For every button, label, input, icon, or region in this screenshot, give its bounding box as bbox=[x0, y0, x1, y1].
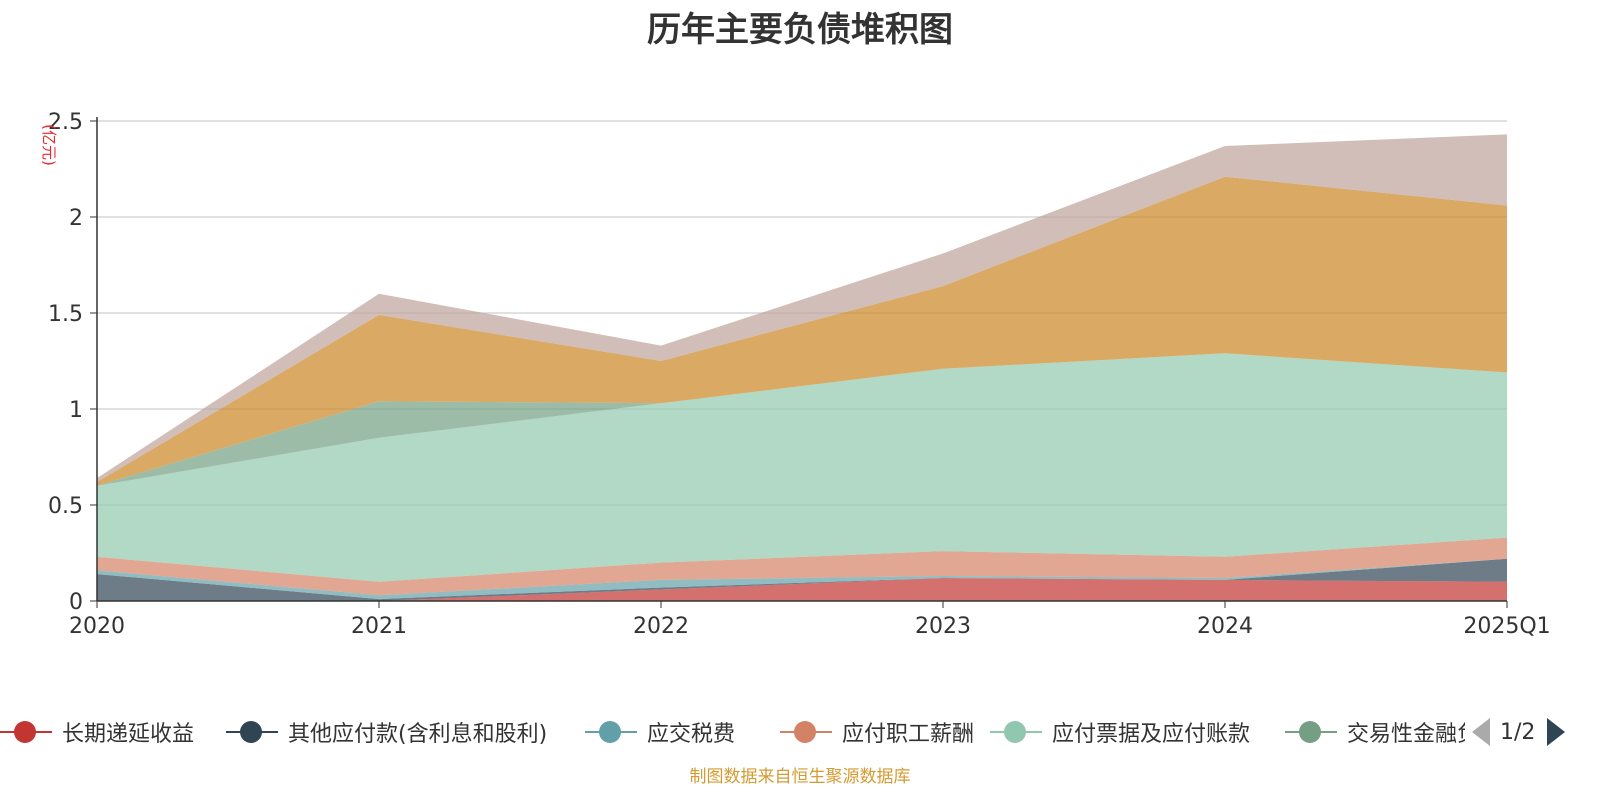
area-series-8 bbox=[97, 134, 1507, 482]
legend-page-indicator: 1/2 bbox=[1500, 719, 1536, 745]
y-axis-label: (亿元) bbox=[40, 124, 58, 166]
legend-label: 应付票据及应付账款 bbox=[1052, 722, 1251, 747]
legend-label: 其他应付款(含利息和股利) bbox=[288, 722, 548, 747]
legend-marker-icon bbox=[226, 719, 278, 745]
y-tick-label: 0 bbox=[69, 590, 83, 615]
area-series-6 bbox=[97, 353, 1507, 486]
x-tick-label: 2025Q1 bbox=[1463, 614, 1550, 639]
legend-next-page-icon[interactable] bbox=[1547, 718, 1566, 746]
x-tick-label: 2021 bbox=[351, 614, 407, 639]
source-note: 制图数据来自恒生聚源数据库 bbox=[689, 767, 911, 787]
legend-marker-icon bbox=[990, 719, 1042, 745]
chart-title: 历年主要负债堆积图 bbox=[647, 10, 953, 50]
y-tick-label: 1 bbox=[69, 398, 83, 423]
area-series-7 bbox=[97, 176, 1507, 486]
legend-marker-icon bbox=[780, 719, 832, 745]
legend-label: 长期递延收益 bbox=[62, 722, 195, 747]
area-series-4 bbox=[97, 537, 1507, 596]
area-series-5 bbox=[97, 353, 1507, 582]
chart-plot: 0 0.5 1 1.5 2 2.5 2020 2021 2022 2023 2024 2025Q1 (亿… bbox=[40, 110, 1551, 639]
x-tick-label: 2022 bbox=[633, 614, 689, 639]
legend-pager: 1/2 bbox=[1472, 712, 1566, 752]
legend: 长期递延收益 其他应付款(含利息和股利) 应交税费 应付职工薪酬 应付票据及应付账款 交易… bbox=[0, 712, 1600, 752]
legend-label: 交易性金融负债 bbox=[1347, 722, 1465, 747]
legend-prev-page-icon[interactable] bbox=[1472, 718, 1490, 746]
legend-marker-icon bbox=[0, 719, 52, 745]
y-tick-label: 0.5 bbox=[48, 494, 83, 519]
legend-item[interactable]: 应交税费 bbox=[585, 712, 735, 752]
y-tick-label: 2.5 bbox=[48, 110, 83, 135]
legend-item[interactable]: 应付票据及应付账款 bbox=[990, 712, 1250, 752]
x-tick-label: 2024 bbox=[1197, 614, 1253, 639]
x-tick-label: 2023 bbox=[915, 614, 971, 639]
y-tick-label: 1.5 bbox=[48, 302, 83, 327]
legend-item[interactable]: 其他应付款(含利息和股利) bbox=[226, 712, 547, 752]
y-tick-label: 2 bbox=[69, 206, 83, 231]
legend-item[interactable]: 长期递延收益 bbox=[0, 712, 194, 752]
legend-label: 应付职工薪酬 bbox=[842, 722, 975, 747]
legend-items: 长期递延收益 其他应付款(含利息和股利) 应交税费 应付职工薪酬 应付票据及应付账款 交易… bbox=[0, 712, 1465, 752]
legend-marker-icon bbox=[585, 719, 637, 745]
legend-item[interactable]: 应付职工薪酬 bbox=[780, 712, 974, 752]
legend-marker-icon bbox=[1285, 719, 1337, 745]
legend-item[interactable]: 交易性金融负债 bbox=[1285, 712, 1465, 752]
legend-label: 应交税费 bbox=[647, 722, 736, 747]
area-series-3 bbox=[97, 558, 1507, 600]
area-series-1 bbox=[97, 578, 1507, 601]
x-tick-label: 2020 bbox=[69, 614, 125, 639]
